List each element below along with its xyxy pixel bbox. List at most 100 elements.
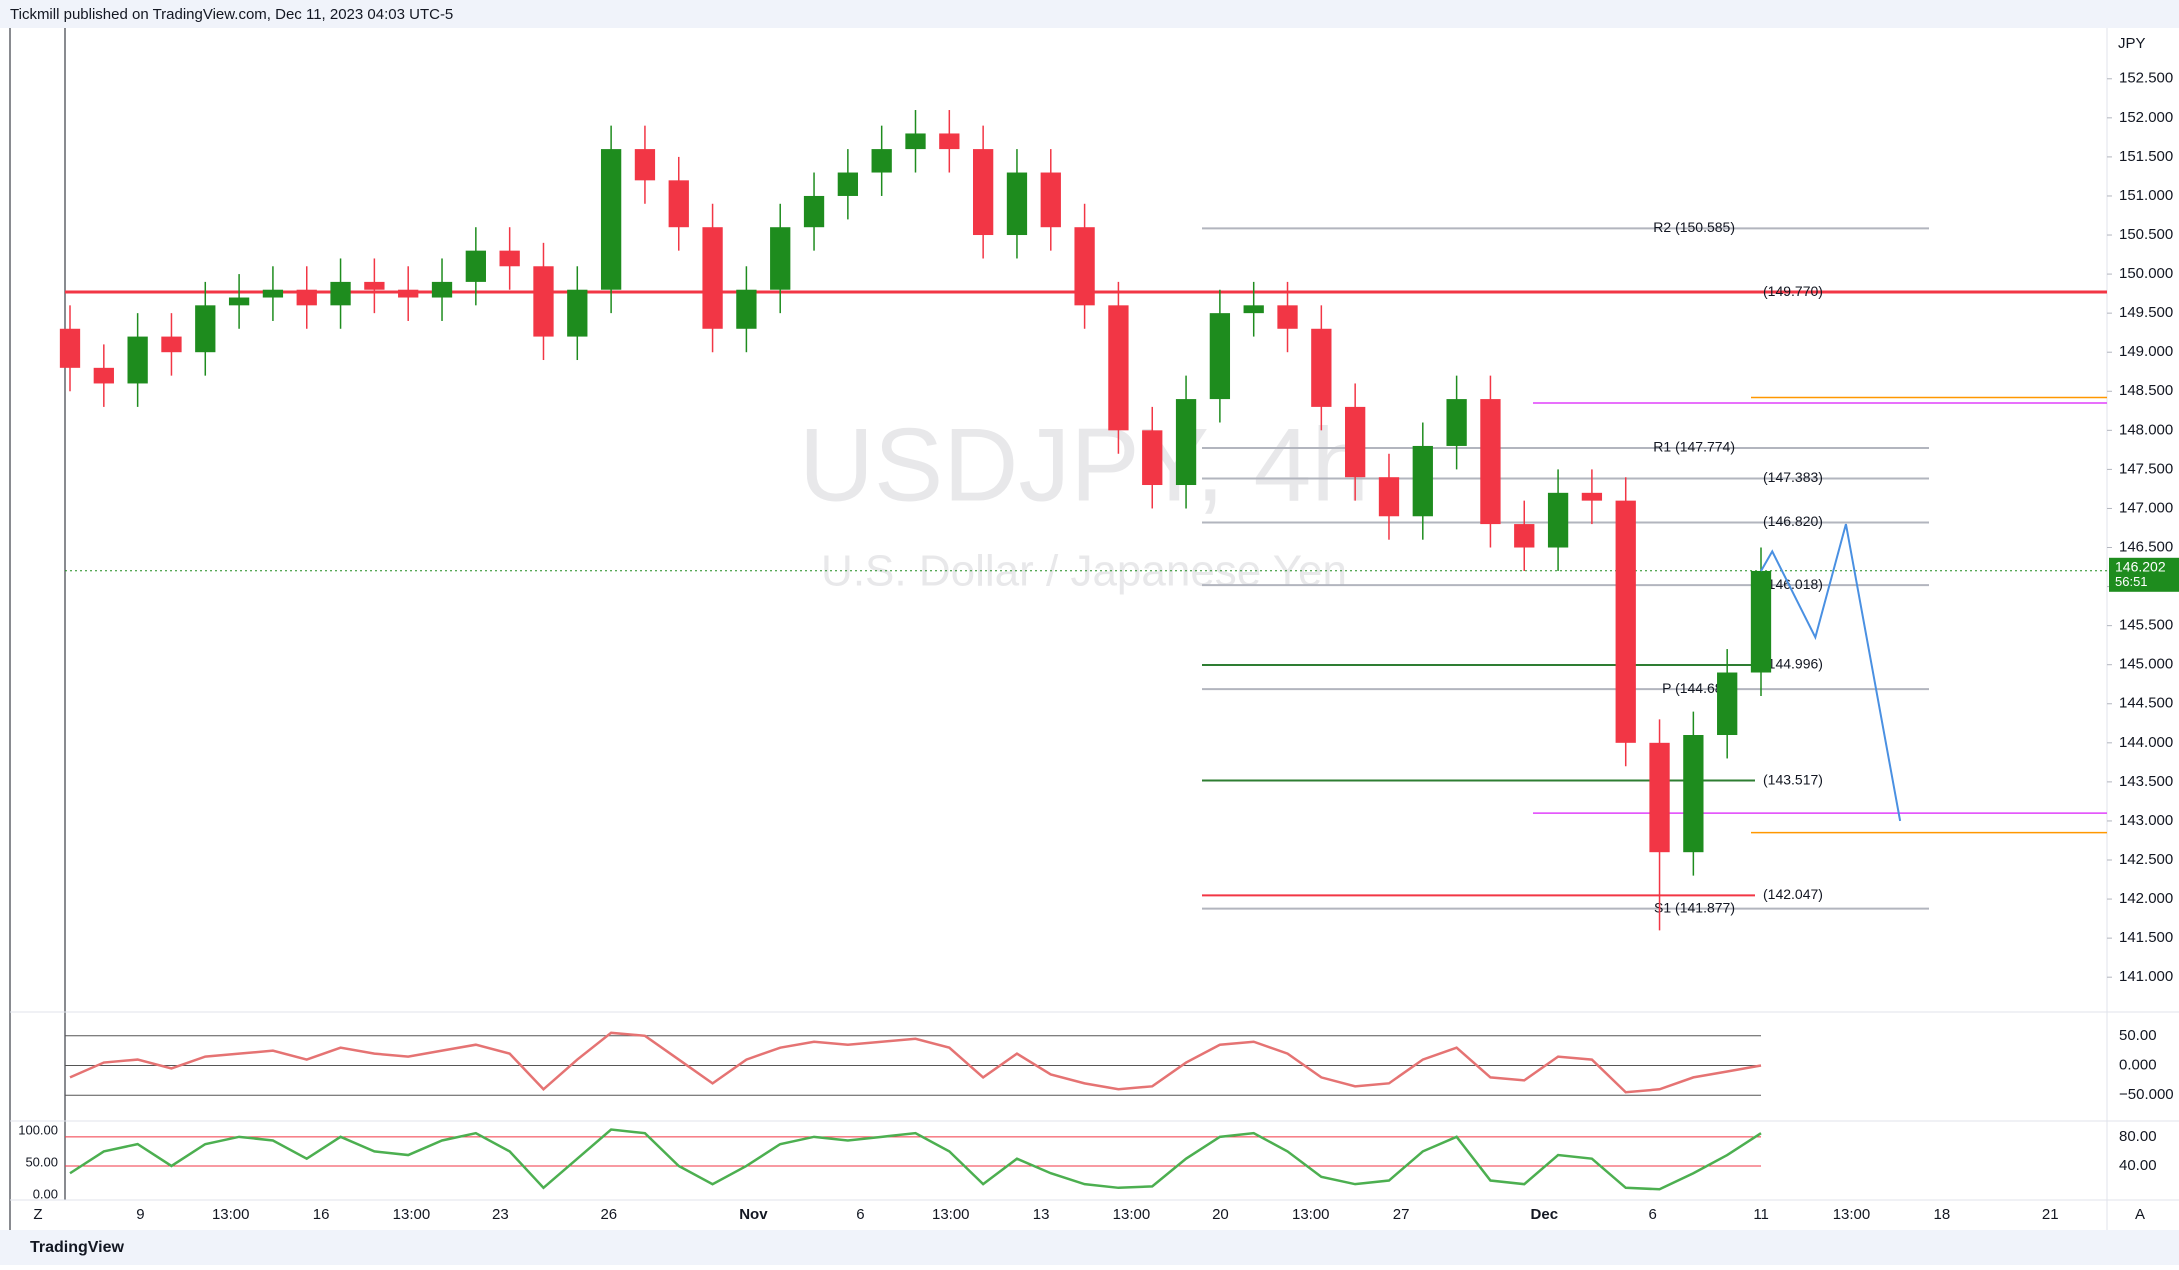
candle-body [59,328,81,368]
candle-body [1142,430,1163,486]
x-tick-label: 11 [1753,1206,1769,1223]
panel-tick-label: 0.000 [2119,1056,2157,1073]
candle-body [1547,492,1569,548]
candle-body [1311,328,1332,407]
x-tick-label: 23 [492,1206,509,1223]
candle-body [837,172,859,196]
level-label: (143.517) [1763,771,1823,787]
candle-body [1683,735,1704,853]
y-tick-label: 146.500 [2119,538,2173,555]
y-tick-label: 145.500 [2119,617,2173,634]
panel-left-label: 100.00 [18,1122,58,1137]
candle-body [398,289,419,298]
candle-body [702,227,723,329]
candle-body [1378,477,1400,517]
y-tick-label: 142.000 [2119,890,2173,907]
y-tick-label: 148.500 [2119,382,2173,399]
oscillator-line [69,1128,1762,1191]
x-tick-label: 21 [2042,1206,2059,1223]
candle-body [262,289,284,298]
candle-body [905,133,926,150]
x-tick-label: 27 [1393,1206,1410,1223]
candle-body [600,149,622,290]
candle-body [1209,313,1231,400]
y-tick-label: 150.000 [2119,265,2173,282]
x-tick-label: 6 [1649,1206,1657,1223]
panel-left-label: 0.00 [33,1186,58,1201]
watermark-title: USDJPY, 4h [799,407,1369,523]
candle-body [1074,227,1095,306]
candle-body [161,336,182,353]
level-label: (146.820) [1763,513,1823,529]
candle-body [1514,524,1535,548]
candle-body [499,250,520,267]
candle-body [1717,672,1738,736]
panel-tick-label: −50.000 [2119,1086,2174,1103]
x-tick-label: Nov [739,1206,768,1223]
x-tick-label: 9 [136,1206,144,1223]
candle-body [195,305,216,353]
header-bar [0,0,2179,28]
candle-body [1446,399,1467,446]
panel-tick-label: 40.00 [2119,1157,2157,1174]
auto-button[interactable]: A [2135,1206,2145,1223]
brand: TradingView [30,1239,125,1256]
x-tick-label: 13 [1033,1206,1050,1223]
candle-body [1615,500,1636,743]
y-tick-label: 151.500 [2119,148,2173,165]
level-label: (147.383) [1763,469,1823,485]
x-tick-label: 18 [1933,1206,1950,1223]
y-tick-label: 147.500 [2119,460,2173,477]
candle-body [465,250,486,282]
countdown: 56:51 [2115,574,2148,589]
y-tick-label: 152.000 [2119,109,2173,126]
y-tick-label: 141.000 [2119,968,2173,985]
candle-body [1480,399,1501,525]
candle-body [228,297,250,306]
candle-body [1175,399,1197,486]
candle-body [296,289,317,306]
x-tick-label: 13:00 [932,1206,970,1223]
level-label: (142.047) [1763,886,1823,902]
y-tick-label: 147.000 [2119,499,2173,516]
candle-body [1277,305,1298,329]
footer-bar [0,1230,2179,1265]
last-price-label: 146.202 [2115,558,2166,574]
panel-tick-label: 50.00 [2119,1027,2157,1044]
y-tick-label: 141.500 [2119,929,2173,946]
y-tick-label: 148.000 [2119,421,2173,438]
candle-body [1412,445,1433,517]
level-label: (144.996) [1763,656,1823,672]
candle-body [803,195,825,228]
level-label: P (144.688) [1662,680,1735,696]
x-tick-label: 13:00 [212,1206,250,1223]
y-tick-label: 145.000 [2119,656,2173,673]
y-tick-label: 143.500 [2119,773,2173,790]
panel-tick-label: 80.00 [2119,1128,2157,1145]
candle-body [668,180,689,228]
candle-body [1750,570,1772,673]
candle-body [330,281,351,306]
candle-body [1040,172,1061,228]
y-tick-label: 151.000 [2119,187,2173,204]
candle-body [1345,406,1366,478]
last-price-tag [2109,557,2179,592]
y-tick-label: 142.500 [2119,851,2173,868]
candle-body [770,227,791,290]
y-tick-label: 144.500 [2119,695,2173,712]
watermark-subtitle: U.S. Dollar / Japanese Yen [821,547,1347,596]
oscillator-line [69,1031,1762,1094]
candle-body [567,289,588,337]
currency: JPY [2118,35,2146,52]
y-tick-label: 150.500 [2119,226,2173,243]
candle-body [1108,305,1129,431]
x-tick-label: 13:00 [1833,1206,1871,1223]
y-tick-label: 152.500 [2119,70,2173,87]
candle-body [1649,742,1670,853]
candle-body [972,149,994,236]
y-tick-label: 149.000 [2119,343,2173,360]
candle-body [127,336,148,384]
candle-body [634,149,656,181]
zoom-button[interactable]: Z [33,1206,42,1223]
